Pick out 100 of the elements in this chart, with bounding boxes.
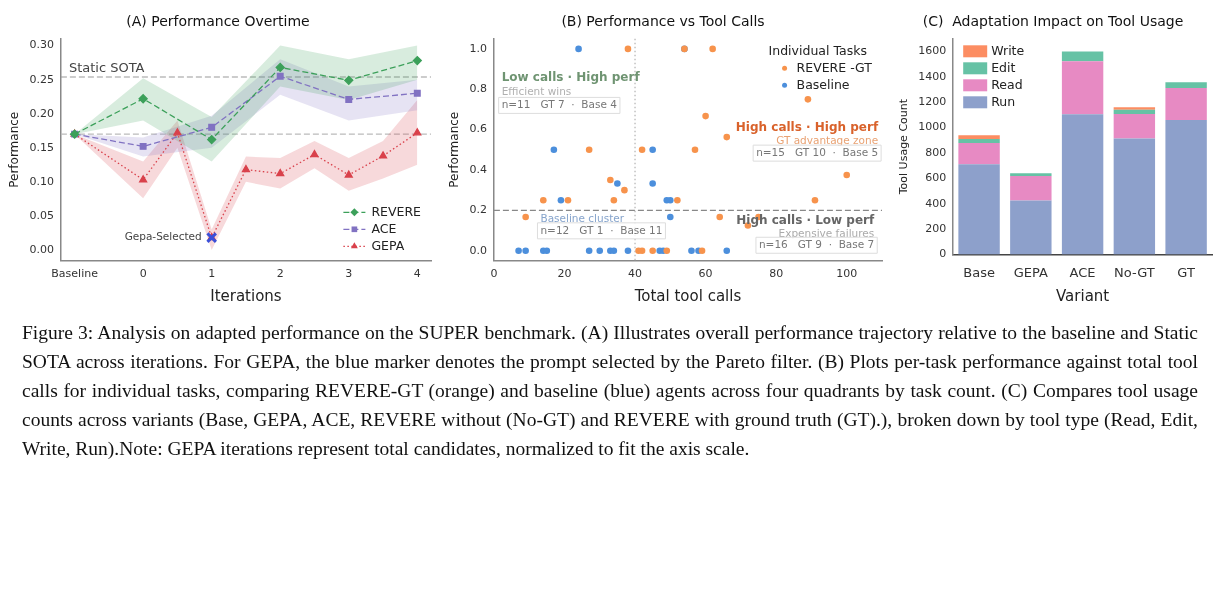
y-tick-label: 600 <box>925 171 947 185</box>
point <box>621 186 628 194</box>
point <box>667 196 674 204</box>
x-axis-title: Variant <box>1056 286 1110 305</box>
bar <box>1113 138 1156 255</box>
y-axis-title: Performance <box>447 111 462 188</box>
x-tick-label: 100 <box>836 267 858 281</box>
point <box>691 146 699 154</box>
bar <box>1165 119 1207 255</box>
point <box>550 146 558 154</box>
point <box>539 196 547 204</box>
point <box>378 151 388 159</box>
point <box>674 196 681 204</box>
y-tick-label: 0.25 <box>29 72 54 86</box>
legend-label: Edit <box>991 59 1016 75</box>
point <box>698 247 706 255</box>
point <box>276 72 284 80</box>
chart-title: (C) Adaptation Impact on Tool Usage <box>922 13 1184 30</box>
point <box>624 45 632 53</box>
bar <box>1061 61 1104 115</box>
point <box>208 123 216 131</box>
point <box>649 146 656 154</box>
y-tick-label: 0.00 <box>29 242 54 256</box>
y-tick-label: 0.0 <box>469 243 487 257</box>
caption: Figure 3: Analysis on adapted performance on the SUPER benchmark. (A) Illustrates overall performance trajectory relative to the baseline and Static SOTA across iterations. For GEPA, the blue marker denotes the prompt selected by the Pareto filter. (B) Plots per-task performance against total tool calls for individual tasks, comparing REVERE-GT (orange) and baseline (blue) agents across four quadrants by task count. (C) Compares tool usage counts across variants (Base, GEPA, ACE, REVERE without (No-GT) and REVERE with ground truth (GT).), broken down by tool type (Read, Edit, Write, Run).Note: GEPA iterations represent total candidates, normalized to fit the axis scale. <box>22 321 1198 461</box>
y-tick-label: 0.6 <box>469 122 487 136</box>
point <box>413 89 421 97</box>
point <box>413 128 422 136</box>
legend-label: Run <box>991 93 1016 109</box>
annotation: Gepa-Selected <box>124 230 202 243</box>
legend-label: GEPA <box>371 237 405 253</box>
bar <box>1113 107 1156 110</box>
bar <box>958 135 1000 139</box>
chart-title: (A) Performance Overtime <box>126 13 310 30</box>
bar <box>958 138 1000 144</box>
x-tick-label: Base <box>963 264 995 280</box>
bar <box>1010 176 1052 201</box>
x-tick-label: 1 <box>208 267 216 281</box>
point <box>522 213 529 221</box>
annotation: n=12 GT 1 · Base 11 <box>540 223 663 236</box>
x-tick-label: 0 <box>139 267 147 281</box>
y-tick-label: 800 <box>925 145 947 159</box>
y-tick-label: 1000 <box>918 120 947 134</box>
point <box>310 149 319 158</box>
bar <box>1113 109 1156 114</box>
y-axis-title: Performance <box>7 111 22 188</box>
y-tick-label: 0.10 <box>29 174 54 188</box>
bar <box>1165 88 1207 120</box>
y-tick-label: 0.8 <box>469 82 487 96</box>
y-axis-title: Tool Usage Count <box>897 98 911 196</box>
annotation: Expensive failures <box>778 226 875 239</box>
legend-title: Individual Tasks <box>768 42 867 58</box>
legend-label: Read <box>991 76 1023 92</box>
x-tick-label: GEPA <box>1013 264 1049 280</box>
y-tick-label: 400 <box>925 196 947 210</box>
point <box>139 142 147 150</box>
y-tick-label: 1400 <box>918 69 947 83</box>
y-tick-label: 0.4 <box>469 162 487 176</box>
bar <box>958 143 1000 165</box>
point <box>610 196 618 204</box>
point <box>716 213 723 221</box>
x-axis-title: Iterations <box>210 286 282 305</box>
point <box>596 247 604 255</box>
x-tick-label: 0 <box>490 267 498 281</box>
point <box>804 96 812 103</box>
point <box>515 247 522 255</box>
ref-line-label: Static SOTA <box>68 59 145 75</box>
legend-label: Write <box>991 42 1025 58</box>
point <box>241 164 251 173</box>
point <box>723 247 731 255</box>
x-tick-label: GT <box>1177 264 1195 280</box>
legend-label: REVERE <box>371 203 422 219</box>
annotation: High calls · Low perf <box>736 212 876 227</box>
bar <box>1010 200 1052 255</box>
x-tick-label: 40 <box>628 267 643 281</box>
point <box>702 112 709 120</box>
annotation: GT advantage zone <box>776 133 879 146</box>
point <box>649 247 656 255</box>
point <box>843 171 851 179</box>
bar <box>1165 82 1207 89</box>
x-tick-label: No-GT <box>1114 264 1155 280</box>
point <box>575 45 582 53</box>
point <box>610 247 618 255</box>
point <box>276 168 285 177</box>
y-tick-label: 0.05 <box>29 208 54 222</box>
annotation: Baseline cluster <box>540 212 625 225</box>
annotation: n=15 GT 10 · Base 5 <box>756 145 879 158</box>
point <box>688 247 695 255</box>
point <box>207 134 217 145</box>
annotation: High calls · High perf <box>735 119 879 134</box>
y-tick-label: 0.2 <box>469 203 487 217</box>
x-tick-label: 4 <box>413 267 421 281</box>
annotation: n=11 GT 7 · Base 4 <box>501 98 618 111</box>
bar <box>958 164 1000 255</box>
point <box>667 213 674 221</box>
text: Baseline <box>796 76 850 92</box>
x-tick-label: Baseline <box>51 267 99 281</box>
y-tick-label: 200 <box>925 221 947 235</box>
annotation: Low calls · High perf <box>501 69 641 84</box>
point <box>564 196 572 204</box>
